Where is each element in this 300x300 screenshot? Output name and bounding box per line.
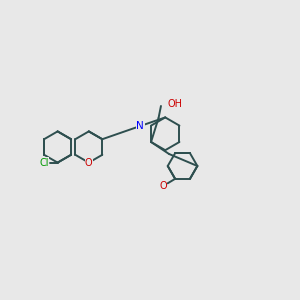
Text: Cl: Cl bbox=[39, 158, 49, 168]
Text: O: O bbox=[85, 158, 93, 168]
Text: OH: OH bbox=[168, 100, 183, 110]
Text: N: N bbox=[136, 121, 144, 131]
Text: O: O bbox=[159, 181, 167, 191]
